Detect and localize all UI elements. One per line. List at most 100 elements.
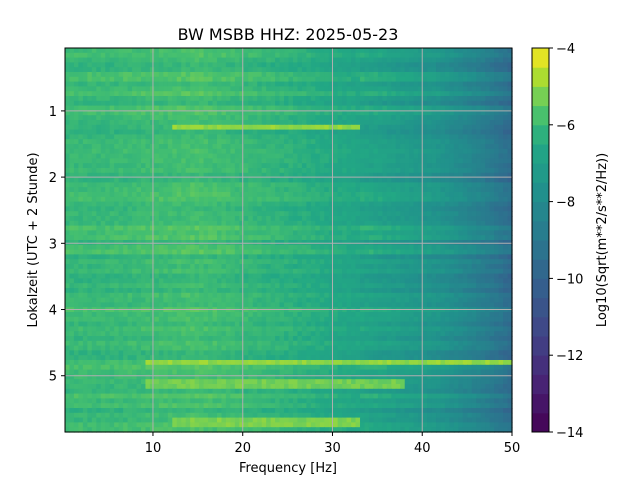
heatmap-cell — [364, 153, 370, 159]
heatmap-cell — [480, 235, 486, 241]
heatmap-cell — [453, 211, 459, 217]
heatmap-cell — [185, 249, 191, 255]
heatmap-cell — [194, 216, 200, 222]
heatmap-cell — [364, 177, 370, 183]
heatmap-cell — [395, 206, 401, 212]
heatmap-cell — [140, 216, 147, 222]
heatmap-cell — [355, 158, 361, 164]
heatmap-cell — [418, 168, 424, 174]
heatmap-cell — [503, 134, 509, 140]
heatmap-cell — [288, 86, 294, 92]
heatmap-cell — [471, 120, 477, 126]
heatmap-cell — [65, 148, 71, 155]
heatmap-cell — [315, 139, 321, 145]
heatmap-cell — [203, 52, 209, 59]
heatmap-cell — [288, 144, 294, 150]
heatmap-cell — [364, 283, 370, 289]
heatmap-cell — [78, 268, 84, 275]
heatmap-cell — [467, 86, 473, 92]
heatmap-cell — [212, 110, 218, 116]
heatmap-cell — [297, 259, 303, 265]
heatmap-cell — [208, 120, 214, 126]
heatmap-cell — [351, 158, 357, 164]
heatmap-cell — [431, 192, 437, 198]
heatmap-cell — [91, 153, 97, 159]
heatmap-cell — [449, 264, 455, 270]
heatmap-cell — [252, 216, 258, 222]
heatmap-cell — [221, 240, 227, 246]
heatmap-cell — [203, 76, 209, 83]
heatmap-cell — [476, 67, 482, 73]
heatmap-cell — [185, 187, 191, 193]
heatmap-cell — [328, 163, 334, 169]
heatmap-cell — [132, 220, 138, 227]
heatmap-cell — [91, 240, 97, 246]
heatmap-cell — [382, 235, 388, 241]
heatmap-cell — [261, 129, 267, 135]
heatmap-cell — [449, 110, 455, 116]
heatmap-cell — [301, 172, 307, 179]
heatmap-cell — [453, 230, 459, 236]
heatmap-cell — [467, 225, 473, 231]
heatmap-cell — [364, 172, 370, 179]
heatmap-cell — [391, 216, 397, 222]
heatmap-cell — [351, 105, 357, 111]
heatmap-cell — [275, 124, 281, 131]
heatmap-cell — [266, 86, 272, 92]
heatmap-cell — [333, 249, 339, 255]
heatmap-cell — [100, 283, 106, 289]
heatmap-cell — [467, 96, 473, 102]
heatmap-cell — [163, 240, 169, 246]
heatmap-cell — [297, 67, 303, 73]
heatmap-cell — [292, 120, 299, 126]
heatmap-cell — [310, 52, 316, 59]
heatmap-cell — [368, 201, 375, 207]
heatmap-cell — [413, 52, 419, 59]
heatmap-cell — [360, 81, 366, 87]
heatmap-cell — [127, 62, 133, 68]
heatmap-cell — [471, 57, 477, 63]
heatmap-cell — [140, 240, 147, 246]
heatmap-cell — [288, 115, 294, 121]
heatmap-cell — [440, 177, 446, 183]
heatmap-cell — [132, 244, 138, 251]
heatmap-cell — [69, 110, 75, 116]
heatmap-cell — [444, 100, 451, 107]
heatmap-cell — [436, 91, 442, 97]
heatmap-cell — [355, 57, 361, 63]
heatmap-cell — [297, 192, 303, 198]
heatmap-cell — [127, 120, 133, 126]
heatmap-cell — [440, 235, 446, 241]
heatmap-cell — [503, 124, 509, 131]
heatmap-cell — [288, 52, 294, 59]
heatmap-cell — [494, 206, 500, 212]
heatmap-cell — [172, 216, 178, 222]
heatmap-cell — [127, 96, 133, 102]
heatmap-cell — [364, 148, 370, 155]
heatmap-cell — [436, 96, 442, 102]
heatmap-cell — [292, 192, 299, 198]
heatmap-cell — [436, 187, 442, 193]
heatmap-cell — [462, 273, 468, 279]
heatmap-cell — [391, 57, 397, 63]
heatmap-cell — [507, 278, 513, 284]
heatmap-cell — [395, 115, 401, 121]
heatmap-cell — [172, 163, 178, 169]
heatmap-cell — [181, 86, 187, 92]
heatmap-cell — [404, 225, 410, 231]
heatmap-cell — [436, 268, 442, 275]
heatmap-cell — [503, 273, 509, 279]
heatmap-cell — [203, 182, 209, 188]
heatmap-cell — [167, 273, 173, 279]
heatmap-cell — [444, 168, 451, 174]
heatmap-cell — [409, 144, 415, 150]
heatmap-cell — [212, 81, 218, 87]
heatmap-cell — [140, 67, 147, 73]
heatmap-cell — [239, 62, 245, 68]
heatmap-cell — [243, 230, 249, 236]
heatmap-cell — [377, 144, 383, 150]
heatmap-cell — [444, 158, 451, 164]
heatmap-cell — [266, 115, 272, 121]
heatmap-cell — [181, 96, 187, 102]
heatmap-cell — [185, 105, 191, 111]
